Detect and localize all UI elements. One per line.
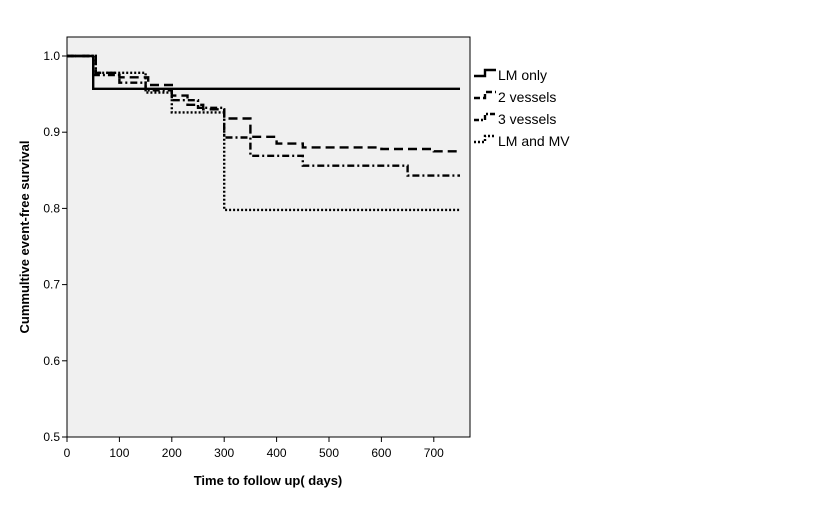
legend-label: LM and MV <box>498 133 570 149</box>
y-tick-label: 1.0 <box>43 49 60 63</box>
x-tick-label: 600 <box>371 446 391 460</box>
legend-swatch <box>474 90 496 100</box>
x-tick-label: 200 <box>162 446 182 460</box>
y-tick-label: 0.9 <box>43 125 60 139</box>
series-line-2 <box>67 54 460 153</box>
y-tick-label: 0.7 <box>43 278 60 292</box>
x-axis-title: Time to follow up( days) <box>194 473 343 488</box>
plot-area <box>66 36 471 438</box>
x-tick-label: 700 <box>424 446 444 460</box>
legend-label: LM only <box>498 67 547 83</box>
legend-label: 3 vessels <box>498 111 556 127</box>
legend-swatch <box>474 68 496 78</box>
legend: LM only 2 vessels 3 vessels LM and MV <box>474 67 570 149</box>
series-layer <box>67 54 460 212</box>
x-tick-label: 100 <box>109 446 129 460</box>
x-tick-label: 400 <box>267 446 287 460</box>
axis-ticks: 0 100 200 300 400 500 600 700 0.5 0.6 0.7 0.8 0.9 1.0 <box>43 49 444 460</box>
y-tick-label: 0.8 <box>43 201 60 215</box>
y-tick-label: 0.6 <box>43 354 60 368</box>
series-line-4 <box>67 54 460 212</box>
y-tick-label: 0.5 <box>43 430 60 444</box>
legend-swatch <box>474 134 496 144</box>
legend-label: 2 vessels <box>498 89 556 105</box>
x-tick-label: 300 <box>214 446 234 460</box>
x-tick-label: 0 <box>64 446 71 460</box>
y-axis-title: Cummultive event-free survival <box>17 141 32 334</box>
x-tick-label: 500 <box>319 446 339 460</box>
legend-swatch <box>474 112 496 122</box>
